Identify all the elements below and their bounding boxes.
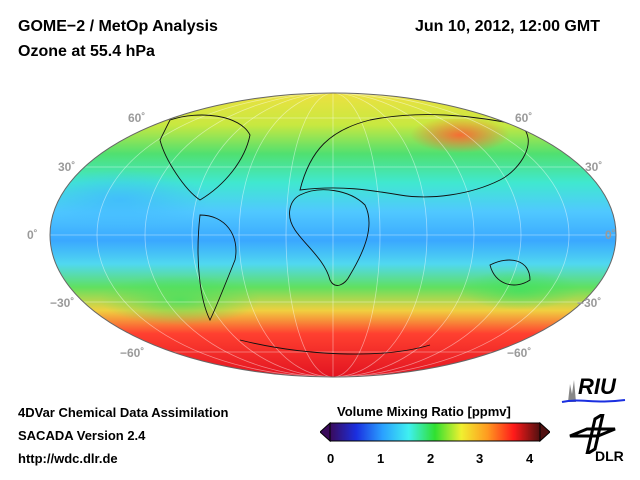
lat-label-right-m30: −30˚ <box>577 296 602 310</box>
dlr-emblem-icon <box>569 414 616 454</box>
ozone-field <box>50 93 616 377</box>
colorbar-min-arrow <box>320 422 331 442</box>
lat-label-left-60: 60˚ <box>128 111 146 125</box>
colorbar-tick-1: 1 <box>377 451 385 466</box>
footer-line2: SACADA Version 2.4 <box>18 428 146 443</box>
colorbar-tick-3: 3 <box>476 451 484 466</box>
lat-label-right-30: 30˚ <box>585 160 603 174</box>
colorbar <box>320 422 550 442</box>
lat-label-right-60: 60˚ <box>515 111 533 125</box>
colorbar-tick-0: 0 <box>327 451 335 466</box>
lat-label-right-0: 0˚ <box>605 228 616 242</box>
title-line2: Ozone at 55.4 hPa <box>18 43 155 60</box>
colorbar-title: Volume Mixing Ratio [ppmv] <box>337 404 511 419</box>
dlr-logo-text: DLR <box>595 448 624 464</box>
lat-label-left-m60: −60˚ <box>120 346 145 360</box>
lat-label-left-0: 0˚ <box>27 228 38 242</box>
colorbar-tick-4: 4 <box>526 451 534 466</box>
colorbar-gradient <box>329 422 541 442</box>
dlr-logo: DLR <box>565 414 625 469</box>
colorbar-tick-2: 2 <box>427 451 435 466</box>
ozone-map <box>49 92 617 378</box>
datetime: Jun 10, 2012, 12:00 GMT <box>415 18 600 35</box>
lat-label-left-m30: −30˚ <box>50 296 75 310</box>
riu-logo-text: RIU <box>578 374 616 399</box>
lat-label-right-m60: −60˚ <box>507 346 532 360</box>
coastlines <box>159 114 531 355</box>
footer-link[interactable]: http://wdc.dlr.de <box>18 451 118 466</box>
title-line1: GOME−2 / MetOp Analysis <box>18 18 218 35</box>
riu-logo: RIU <box>560 374 630 404</box>
footer-line1: 4DVar Chemical Data Assimilation <box>18 405 229 420</box>
map-border <box>49 92 617 378</box>
lat-label-left-30: 30˚ <box>58 160 76 174</box>
colorbar-max-arrow <box>539 422 550 442</box>
